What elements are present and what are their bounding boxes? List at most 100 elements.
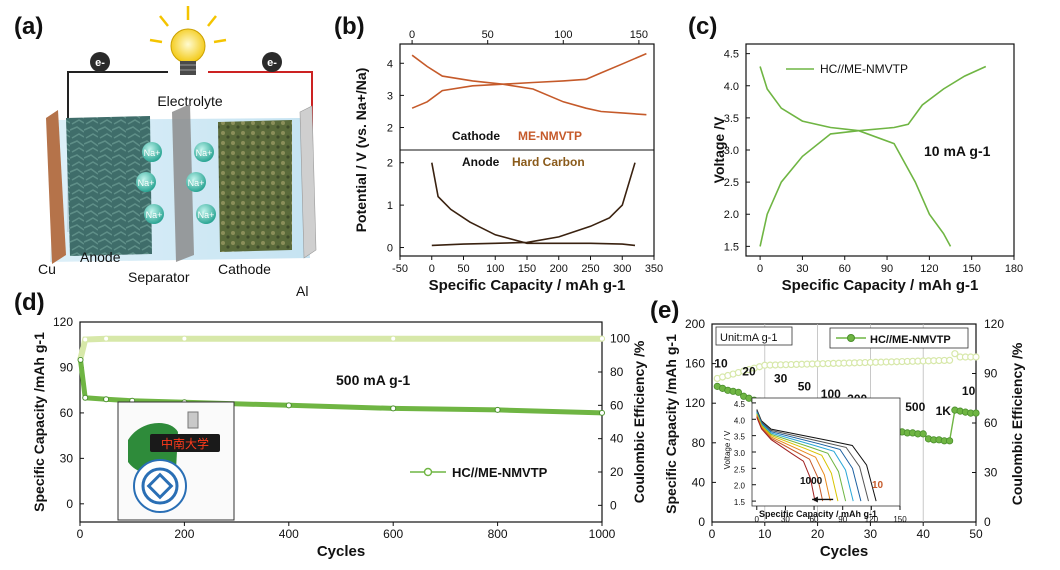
anode-text: Anode [462, 155, 500, 169]
anode-block [66, 116, 152, 256]
panel-e-ce-point-45 [945, 356, 954, 364]
panel-b-xlabel: Specific Capacity / mAh g-1 [429, 277, 626, 294]
panel-b-top-x-tick-label-1: 50 [482, 29, 494, 41]
panel-b-upper-y-tick-label-1: 3 [387, 90, 393, 102]
inset-y-tick-label-5: 4.0 [734, 416, 746, 425]
panel-a: (a) e- e- Electrolyte [14, 6, 317, 299]
panel-c-ylabel: Voltage /V [711, 116, 727, 183]
panel-e-rate-7: 500 [905, 400, 925, 414]
cathode-label: Cathode [218, 261, 271, 277]
panel-d-yright-tick-label-4: 80 [610, 365, 624, 379]
cathode-block [218, 120, 292, 252]
inset-y-tick-label-2: 2.5 [734, 465, 746, 474]
al-label: Al [296, 283, 308, 299]
electron-left: e- [95, 57, 105, 69]
panel-c-x-tick-label-4: 120 [920, 263, 938, 275]
panel-d-ce-point-3 [181, 335, 188, 342]
panel-d-x-tick-label-1: 200 [174, 527, 194, 541]
svg-text:Na+: Na+ [146, 210, 163, 220]
panel-b-top-x-tick-label-2: 100 [554, 29, 572, 41]
panel-d-capacity-point-1 [82, 394, 89, 401]
inset-curve-8 [756, 417, 816, 502]
panel-e-x-tick-label-2: 20 [811, 527, 825, 541]
panel-e-yleft-tick-label-2: 80 [692, 436, 706, 450]
panel-e-rate-9: 10 [962, 384, 976, 398]
cathode-discharge-curve [411, 54, 647, 116]
panel-d-yleft-tick-label-3: 90 [60, 360, 74, 374]
panel-b-bottom-x-tick-label-5: 200 [550, 263, 568, 275]
panel-d-x-tick-label-0: 0 [77, 527, 84, 541]
anode-desodiation-curve [431, 162, 636, 247]
panel-e-unit: Unit:mA g-1 [720, 332, 777, 344]
panel-d-capacity-point-0 [77, 356, 84, 363]
anode-label: Anode [80, 249, 121, 265]
electron-left-icon [90, 52, 110, 72]
panel-c-x-tick-label-6: 180 [1005, 263, 1023, 275]
panel-d-capacity-point-7 [494, 406, 501, 413]
panel-c-x-tick-label-3: 90 [881, 263, 893, 275]
panel-e-unit-box [715, 326, 793, 346]
panel-e-x-tick-label-3: 30 [864, 527, 878, 541]
panel-b: (b) 0 50 100 150 -50 0 50 100 150 200 250 300 350 2 3 4… [334, 13, 663, 294]
panel-e-capacity-point-44 [945, 437, 954, 445]
panel-e-ce-point-50 [972, 353, 980, 361]
cu-collector [46, 110, 66, 264]
panel-c-curve-1 [759, 66, 952, 247]
inset-y-tick-label-3: 3.0 [734, 449, 746, 458]
svg-text:Na+: Na+ [188, 178, 205, 188]
panel-e-rate-2: 30 [774, 371, 788, 385]
panel-d-yleft-tick-label-4: 120 [53, 315, 73, 329]
panel-d-yright-tick-label-0: 0 [610, 498, 617, 512]
panel-b-bottom-x-tick-label-6: 250 [581, 263, 599, 275]
panel-d-yright-tick-label-2: 40 [610, 432, 624, 446]
panel-e: (e) 0 10 20 30 40 500408012016020003060901201… [650, 297, 1025, 560]
inset-y-tick-label-6: 4.5 [734, 400, 746, 409]
panel-c-y-tick-label-1: 2.0 [724, 209, 739, 221]
panel-d-yleft-tick-label-1: 30 [60, 451, 74, 465]
panel-e-yleft-tick-label-0: 0 [698, 515, 705, 529]
panel-e-yright-tick-label-3: 90 [984, 367, 998, 381]
inset-ylabel: Voltage / V [723, 430, 732, 469]
panel-c-x-tick-label-2: 60 [839, 263, 851, 275]
panel-d-ylabel-left: Specific Capacity /mAh g-1 [31, 332, 47, 512]
led-sign [150, 434, 220, 452]
panel-e-yright-tick-label-0: 0 [984, 515, 991, 529]
inset-arrow-head-icon [812, 496, 818, 503]
inset-x-tick-label-4: 120 [865, 515, 879, 524]
panel-d-x-tick-label-3: 600 [383, 527, 403, 541]
panel-c-x-tick-label-5: 150 [963, 263, 981, 275]
panel-e-xlabel: Cycles [820, 543, 868, 560]
panel-e-yleft-tick-label-4: 160 [685, 357, 705, 371]
svg-text:Na+: Na+ [196, 148, 213, 158]
panel-c-curve-0 [759, 65, 987, 247]
na-ions: Na+ Na+ Na+ Na+ Na+ Na+ [136, 142, 216, 224]
panel-c-y-tick-label-3: 3.0 [724, 145, 739, 157]
inset-xlabel: Specific Capacity / mAh g-1 [759, 509, 877, 519]
inset-y-tick-label-1: 2.0 [734, 482, 746, 491]
panel-e-rate-3: 50 [798, 379, 812, 393]
led-sign-text: 中南大学 [161, 436, 209, 451]
inset-y-tick-label-4: 3.5 [734, 433, 746, 442]
panel-e-rate-8: 1K [936, 404, 952, 418]
panel-d-ce-point-5 [599, 335, 605, 342]
panel-e-ylabel-left: Specific Capacity /mAh g-1 [663, 334, 679, 514]
cathode-name: ME-NMVTP [518, 129, 582, 143]
panel-b-lower-y-tick-label-2: 2 [387, 158, 393, 170]
panel-d-yleft-tick-label-2: 60 [60, 406, 74, 420]
panel-d-label: (d) [14, 289, 45, 316]
panel-d-yright-tick-label-1: 20 [610, 465, 624, 479]
panel-c-xlabel: Specific Capacity / mAh g-1 [782, 277, 979, 294]
panel-d-x-tick-label-4: 800 [488, 527, 508, 541]
inset-x-tick-label-0: 0 [755, 515, 760, 524]
svg-text:Na+: Na+ [138, 178, 155, 188]
panel-c-y-tick-label-6: 4.5 [724, 49, 739, 61]
panel-d-annotation: 500 mA g-1 [336, 372, 410, 388]
panel-d: (d) 0 200 400 600 800 1000 0 30 60 90 120 0 20 40 60 80… [14, 289, 647, 560]
panel-b-lower-y-tick-label-0: 0 [387, 243, 393, 255]
panel-c-x-tick-label-1: 30 [796, 263, 808, 275]
panel-d-x-tick-label-5: 1000 [589, 527, 616, 541]
panel-b-bottom-x-tick-label-0: -50 [392, 263, 408, 275]
panel-b-bottom-x-tick-label-1: 0 [429, 263, 435, 275]
panel-b-upper-y-tick-label-2: 4 [387, 58, 393, 70]
